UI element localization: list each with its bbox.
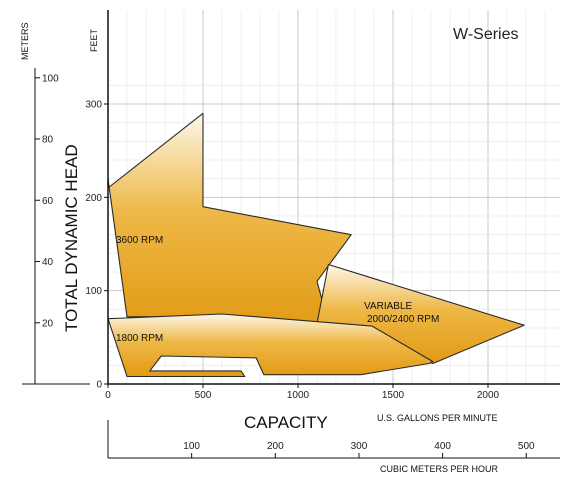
x-axis-title: CAPACITY <box>244 413 328 432</box>
region-3600-rpm <box>107 112 352 332</box>
y-tick-label: 300 <box>85 100 102 111</box>
region-label-variable-1: VARIABLE <box>364 301 412 312</box>
y-axis-title: TOTAL DYNAMIC HEAD <box>62 144 81 332</box>
x-tick-label: 500 <box>195 390 212 401</box>
y-tick-label-meters: 60 <box>42 196 54 207</box>
y-tick-label: 200 <box>85 193 102 204</box>
performance-regions <box>107 112 525 378</box>
x-tick-label: 1000 <box>287 390 310 401</box>
x-tick-label-m3h: 100 <box>183 441 200 452</box>
region-label-3600: 3600 RPM <box>116 235 163 246</box>
region-label-variable-2: 2000/2400 RPM <box>367 314 439 325</box>
region-1800-rpm <box>107 313 434 378</box>
y-axis-unit-feet: FEET <box>89 28 99 52</box>
region-label-1800: 1800 RPM <box>116 333 163 344</box>
y-tick-label-meters: 20 <box>42 318 54 329</box>
y-tick-label: 0 <box>96 380 102 391</box>
x-axis-unit-gpm: U.S. GALLONS PER MINUTE <box>377 413 498 423</box>
x-tick-label-m3h: 200 <box>267 441 284 452</box>
y-tick-label-meters: 100 <box>42 73 59 84</box>
x-tick-label-m3h: 400 <box>434 441 451 452</box>
y-axis-unit-meters: METERS <box>20 22 30 60</box>
y-tick-label-meters: 80 <box>42 135 54 146</box>
x-axis-unit-m3h: CUBIC METERS PER HOUR <box>380 464 499 474</box>
x-tick-label-m3h: 500 <box>518 441 535 452</box>
x-tick-label-m3h: 300 <box>351 441 368 452</box>
axes: 0 100 200 300 0 500 1000 1500 2000 20 40 60 80 100 100… <box>22 10 560 459</box>
x-tick-label: 2000 <box>477 390 500 401</box>
x-tick-label: 1500 <box>382 390 405 401</box>
y-tick-label-meters: 40 <box>42 257 54 268</box>
x-tick-label: 0 <box>105 390 111 401</box>
y-tick-label: 100 <box>85 286 102 297</box>
chart-title: W-Series <box>453 26 519 43</box>
